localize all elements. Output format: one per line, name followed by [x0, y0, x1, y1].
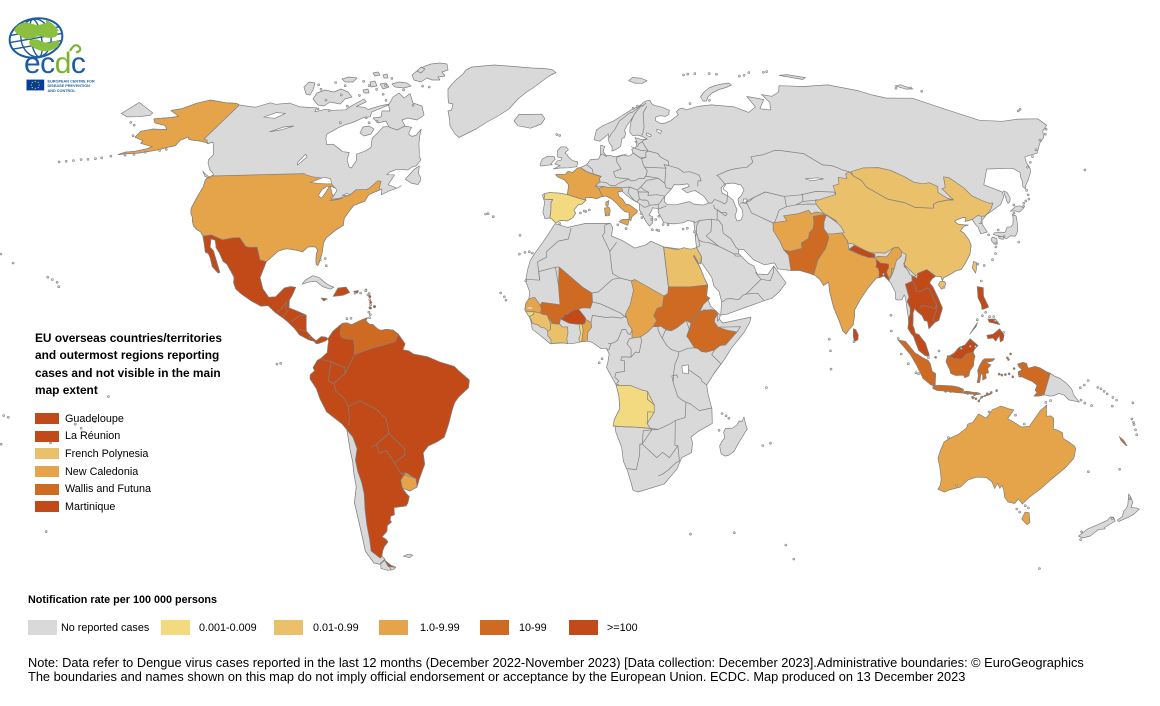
svg-text:EUROPEAN CENTRE FOR: EUROPEAN CENTRE FOR	[48, 80, 96, 84]
svg-text:DISEASE PREVENTION: DISEASE PREVENTION	[48, 84, 91, 88]
svg-text:AND CONTROL: AND CONTROL	[48, 89, 77, 93]
svg-text:ecdc: ecdc	[24, 47, 86, 80]
